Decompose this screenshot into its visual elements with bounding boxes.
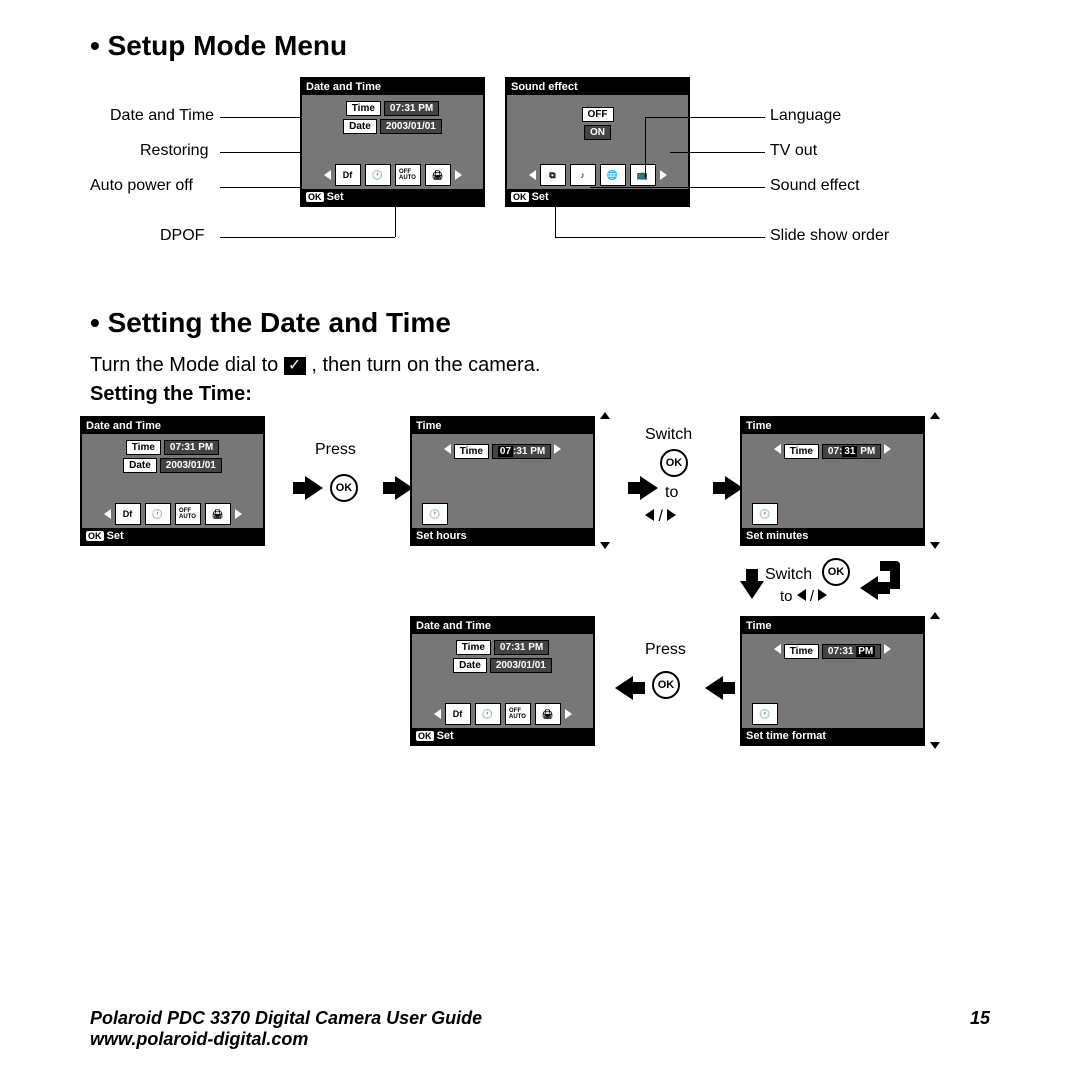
label-language: Language bbox=[770, 107, 841, 125]
label-autopoweroff: Auto power off bbox=[90, 177, 193, 195]
lcd-step2: Time Time07:31 PM 🕐 Set hours bbox=[410, 416, 595, 546]
label-dpof: DPOF bbox=[160, 227, 204, 245]
arrow-icon bbox=[860, 576, 878, 600]
label-tvout: TV out bbox=[770, 142, 817, 160]
switch-label-1: Switch bbox=[645, 426, 692, 444]
press-label-2: Press bbox=[645, 641, 686, 659]
arrow-icon bbox=[740, 581, 764, 599]
tv-icon: 📺 bbox=[630, 164, 656, 186]
lcd-step1: Date and Time Time07:31 PM Date2003/01/0… bbox=[80, 416, 265, 546]
instruction-text: Turn the Mode dial to , then turn on the… bbox=[90, 354, 990, 377]
page-number: 15 bbox=[970, 1008, 990, 1029]
label-soundeffect: Sound effect bbox=[770, 177, 860, 195]
arrow-icon bbox=[705, 676, 723, 700]
lang-icon: 🌐 bbox=[600, 164, 626, 186]
press-label-1: Press bbox=[315, 441, 356, 459]
check-mode-icon bbox=[284, 357, 306, 375]
ok-button-icon: OK bbox=[660, 449, 688, 477]
slideshow-icon: ⧉ bbox=[540, 164, 566, 186]
ok-button-icon: OK bbox=[330, 474, 358, 502]
arrow-icon bbox=[640, 476, 658, 500]
setting-datetime-heading: • Setting the Date and Time bbox=[90, 307, 990, 339]
ok-button-icon: OK bbox=[822, 558, 850, 586]
setting-time-label: Setting the Time: bbox=[90, 383, 990, 406]
sound-icon: ♪ bbox=[570, 164, 596, 186]
lcd-step3: Time Time07:31 PM 🕐 Set minutes bbox=[740, 416, 925, 546]
ok-button-icon: OK bbox=[652, 671, 680, 699]
lcd-step5: Date and Time Time07:31 PM Date2003/01/0… bbox=[410, 616, 595, 746]
setup-mode-heading: • Setup Mode Menu bbox=[90, 30, 990, 62]
footer-url: www.polaroid-digital.com bbox=[90, 1029, 308, 1049]
label-datetime: Date and Time bbox=[110, 107, 214, 125]
switch-label-2: Switch bbox=[765, 566, 812, 584]
arrow-icon bbox=[615, 676, 633, 700]
to-label: to bbox=[665, 484, 678, 502]
label-restoring: Restoring bbox=[140, 142, 208, 160]
arrow-icon bbox=[305, 476, 323, 500]
clock-icon: 🕐 bbox=[365, 164, 391, 186]
print-icon: 🖨 bbox=[425, 164, 451, 186]
lcd-datetime: Date and Time Time07:31 PM Date2003/01/0… bbox=[300, 77, 485, 207]
page-footer: Polaroid PDC 3370 Digital Camera User Gu… bbox=[90, 1008, 990, 1050]
lcd-step4: Time Time07:31 PM 🕐 Set time format bbox=[740, 616, 925, 746]
label-slideshow: Slide show order bbox=[770, 227, 889, 245]
